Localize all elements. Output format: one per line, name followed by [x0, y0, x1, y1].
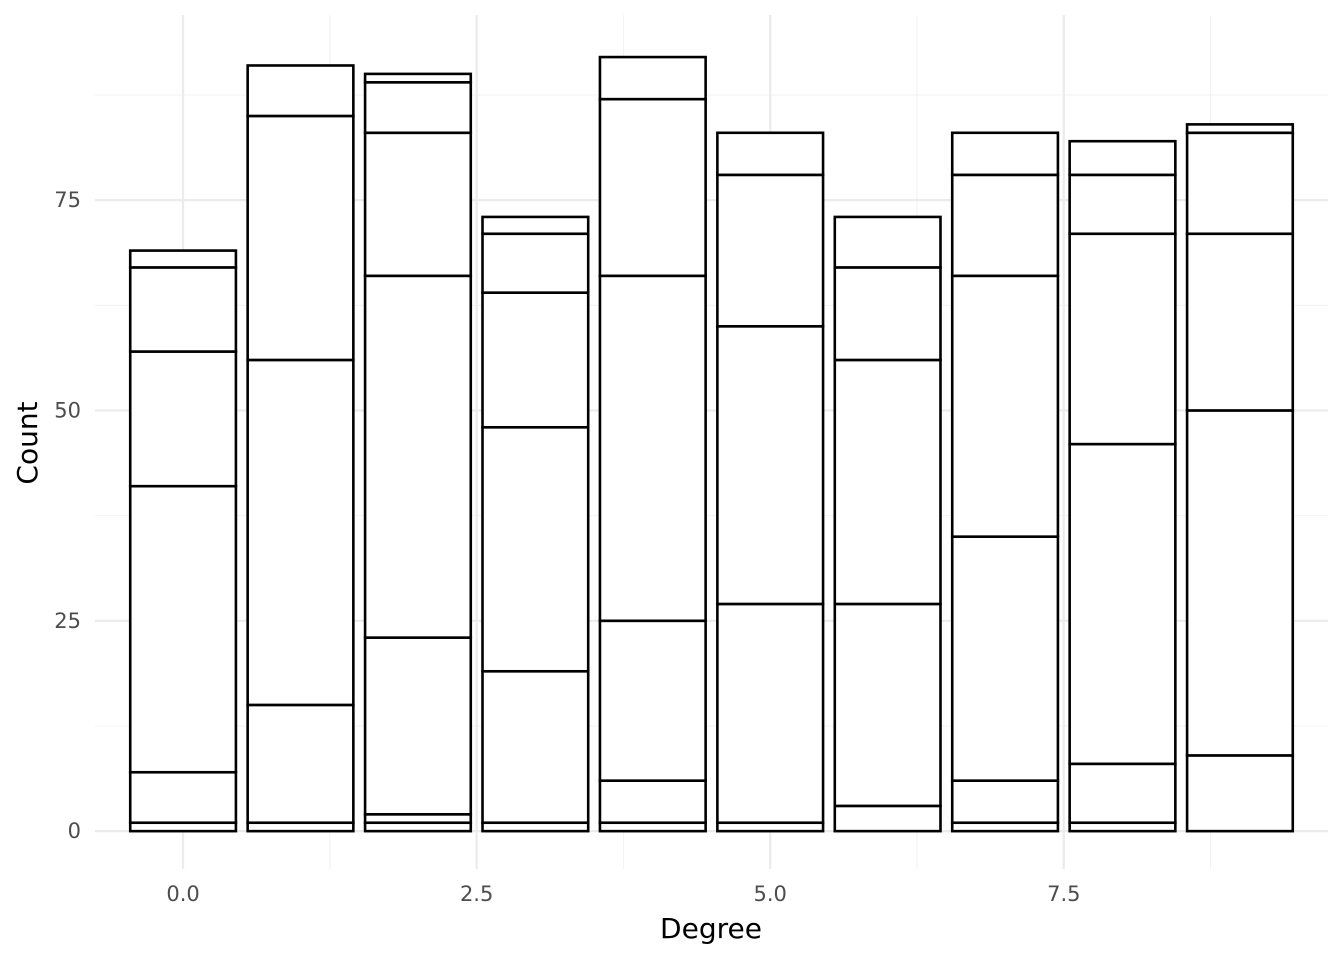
bar-stack [716, 131, 825, 833]
bar-segment [246, 703, 355, 825]
y-axis-title: Count [11, 401, 44, 484]
bar-segment [598, 619, 707, 782]
bar-segment [1068, 232, 1177, 446]
bar-stack [950, 131, 1060, 833]
bar-segment [716, 602, 825, 825]
x-tick-label: 5.0 [754, 882, 787, 906]
bar-segment [128, 266, 238, 353]
bar-segment [950, 274, 1060, 538]
bar-segment [598, 55, 707, 101]
bar-stack [1068, 139, 1177, 833]
bar-segment [246, 64, 355, 118]
bar-segment [1185, 131, 1295, 236]
bar-segment [128, 350, 238, 488]
y-tick-label: 75 [54, 188, 81, 212]
bar-segment [950, 173, 1060, 278]
bar-segment [481, 215, 590, 236]
x-tick-label: 7.5 [1047, 882, 1080, 906]
tick-labels: 0.0 2.5 5.0 7.5 0 25 50 75 [54, 188, 1080, 906]
bar-segment [481, 425, 590, 673]
x-tick-label: 2.5 [460, 882, 493, 906]
bar-segment [598, 779, 707, 825]
bar-segment [363, 131, 473, 278]
bar-segment [363, 72, 473, 84]
bar-segment [1185, 123, 1295, 135]
bar-segment [128, 770, 238, 825]
bar-segment [481, 291, 590, 429]
bar-segment [1068, 762, 1177, 825]
bar-segment [363, 636, 473, 816]
bar-segment [246, 114, 355, 362]
y-tick-label: 50 [54, 398, 81, 422]
bar-segment [833, 358, 942, 606]
bar-segment [363, 81, 473, 135]
bar-segment [716, 325, 825, 606]
bar-segment [950, 535, 1060, 782]
bar-segment [246, 358, 355, 707]
bar-segment [598, 274, 707, 623]
bar-segment [363, 274, 473, 639]
bar-stack [246, 64, 355, 833]
bar-stack [481, 215, 590, 833]
bar-segment [833, 602, 942, 808]
bar-stack [128, 249, 238, 833]
bar-segment [716, 173, 825, 328]
x-axis-title: Degree [660, 912, 762, 945]
bar-segment [1068, 139, 1177, 177]
bar-segment [1068, 442, 1177, 766]
bar-segment [1068, 173, 1177, 236]
bar-segment [833, 266, 942, 362]
bar-stack [598, 55, 707, 833]
bar-segment [833, 215, 942, 269]
bar-segment [1185, 232, 1295, 412]
y-tick-label: 0 [68, 819, 81, 843]
bar-segment [1185, 754, 1295, 833]
y-tick-label: 25 [54, 609, 81, 633]
bar-segment [128, 484, 238, 774]
bar-stack [833, 215, 942, 833]
bar-segment [1185, 409, 1295, 757]
bar-stack [1185, 123, 1295, 833]
bar-segment [481, 232, 590, 294]
bar-segment [950, 779, 1060, 825]
bar-segment [481, 669, 590, 825]
x-tick-label: 0.0 [166, 882, 199, 906]
bars [128, 55, 1295, 833]
bar-stack [363, 72, 473, 833]
bar-segment [950, 131, 1060, 177]
bar-segment [128, 249, 238, 269]
bar-segment [598, 97, 707, 278]
bar-segment [716, 131, 825, 177]
bar-segment [833, 804, 942, 833]
